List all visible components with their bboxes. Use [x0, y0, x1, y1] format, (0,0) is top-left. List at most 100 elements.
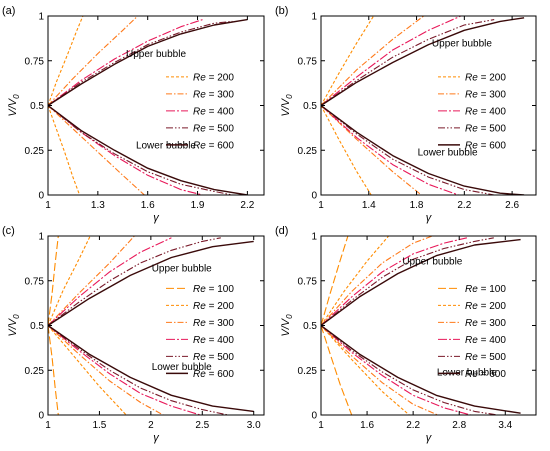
y-axis-label: V/V0	[280, 94, 294, 117]
series-line-re-600-lower	[321, 104, 525, 195]
series-line-re-500-upper	[48, 237, 221, 326]
y-tick-label: 0	[311, 191, 317, 202]
series-line-re-400-upper	[48, 237, 172, 326]
y-tick-label: 0.25	[298, 366, 318, 377]
legend: Re = 100 Re = 200 Re = 300 Re = 400 Re = 500…	[438, 284, 506, 380]
legend-label: Re = 200	[193, 72, 234, 83]
series-line-re-200-lower	[321, 325, 410, 415]
series-line-re-400-upper	[48, 19, 203, 106]
series-line-re-100-upper	[321, 236, 349, 326]
series-line-re-200-lower	[321, 105, 372, 195]
plot-area	[321, 16, 525, 195]
panel-label: (b)	[275, 5, 288, 17]
series-line-re-500-lower	[321, 105, 495, 195]
legend-label: Re = 300	[465, 318, 506, 329]
chart-panel: 1 1.5 2 2.5 3.0 0 0.25 0.5 0.75 1 (c) γ V/V0 Upper bu…	[2, 225, 265, 444]
series-line-re-200-upper	[48, 16, 84, 106]
y-tick-label: 0	[38, 411, 44, 422]
legend-label: Re = 100	[193, 284, 234, 295]
legend-label: Re = 500	[465, 352, 506, 363]
panel-label: (c)	[2, 225, 15, 237]
x-tick-label: 2.6	[505, 200, 519, 211]
y-tick-label: 0.5	[30, 101, 44, 112]
series-line-re-400-lower	[321, 325, 471, 415]
legend-label: Re = 200	[465, 301, 506, 312]
series-line-re-200-upper	[321, 16, 375, 106]
x-tick-label: 1.6	[360, 420, 374, 431]
y-tick-label: 0.5	[30, 321, 44, 332]
y-tick-label: 0.25	[25, 146, 45, 157]
legend-label: Re = 300	[465, 89, 506, 100]
x-tick-label: 1.9	[191, 200, 205, 211]
y-tick-label: 0.5	[303, 321, 317, 332]
y-tick-label: 0.75	[25, 56, 45, 67]
series-line-re-600-lower	[48, 104, 248, 195]
legend-label: Re = 300	[193, 89, 234, 100]
plot-area	[321, 236, 521, 415]
y-tick-label: 0.25	[25, 366, 45, 377]
series-line-re-400-lower	[48, 325, 201, 415]
plot-area	[48, 236, 254, 415]
annotation-label: Upper bubble	[432, 38, 492, 49]
series-line-re-400-upper	[321, 16, 462, 106]
x-tick-label: 1	[318, 420, 324, 431]
chart-panel: 1 1.3 1.6 1.9 2.2 0 0.25 0.5 0.75 1 (a) γ V/V0 Upper …	[2, 5, 265, 224]
x-tick-label: 3.0	[247, 420, 261, 431]
series-line-re-100-upper	[48, 236, 59, 326]
legend-label: Re = 500	[193, 123, 234, 134]
annotation-label: Lower bubble	[152, 362, 212, 373]
legend-label: Re = 200	[193, 301, 234, 312]
x-tick-label: 1.5	[92, 420, 106, 431]
chart-panel: 1 1.6 2.2 2.8 3.4 0 0.25 0.5 0.75 1 (d) γ V/V0 Upper …	[275, 225, 537, 444]
y-tick-label: 1	[38, 12, 44, 23]
x-tick-label: 1.8	[410, 200, 424, 211]
x-axis-label: γ	[153, 212, 160, 224]
series-line-re-300-lower	[48, 105, 145, 195]
series-line-re-100-lower	[48, 325, 59, 415]
series-line-re-200-lower	[48, 325, 127, 415]
legend-label: Re = 600	[465, 140, 506, 151]
legend-label: Re = 400	[193, 335, 234, 346]
x-tick-label: 1	[45, 200, 51, 211]
x-tick-label: 2	[148, 420, 154, 431]
legend-label: Re = 400	[193, 106, 234, 117]
legend-label: Re = 400	[465, 106, 506, 117]
series-line-re-200-upper	[321, 236, 390, 326]
series-line-re-100-lower	[321, 325, 353, 415]
x-tick-label: 2.2	[240, 200, 254, 211]
series-line-re-500-upper	[321, 19, 495, 106]
legend-label: Re = 600	[193, 369, 234, 380]
x-tick-label: 1.3	[91, 200, 105, 211]
x-tick-label: 1	[318, 200, 324, 211]
y-tick-label: 0.75	[298, 56, 318, 67]
legend-label: Re = 300	[193, 318, 234, 329]
x-axis-label: γ	[153, 432, 160, 444]
y-tick-label: 0.75	[25, 276, 45, 287]
series-line-re-400-lower	[321, 105, 459, 195]
series-line-re-500-upper	[321, 237, 494, 326]
y-tick-label: 0.75	[298, 276, 318, 287]
plot-area	[48, 16, 248, 195]
x-tick-label: 2.8	[452, 420, 466, 431]
annotation-label: Upper bubble	[152, 264, 212, 275]
y-axis-label: V/V0	[280, 314, 294, 337]
series-line-re-600-upper	[48, 240, 254, 327]
legend: Re = 200 Re = 300 Re = 400 Re = 500 Re = 600	[438, 72, 506, 151]
series-line-re-500-lower	[321, 325, 498, 415]
panel-label: (a)	[2, 5, 15, 17]
legend: Re = 100 Re = 200 Re = 300 Re = 400 Re = 500…	[166, 284, 234, 380]
y-tick-label: 0.5	[303, 101, 317, 112]
series-line-re-300-upper	[48, 236, 135, 326]
annotation-label: Upper bubble	[126, 49, 186, 60]
x-tick-label: 1	[45, 420, 51, 431]
y-tick-label: 0.25	[298, 146, 318, 157]
legend-label: Re = 600	[193, 140, 234, 151]
series-line-re-600-upper	[321, 238, 521, 327]
legend-label: Re = 400	[465, 335, 506, 346]
series-line-re-300-upper	[321, 236, 433, 326]
x-tick-label: 3.4	[498, 420, 512, 431]
series-line-re-200-lower	[48, 105, 81, 195]
series-line-re-600-lower	[321, 324, 521, 414]
y-tick-label: 0	[311, 411, 317, 422]
